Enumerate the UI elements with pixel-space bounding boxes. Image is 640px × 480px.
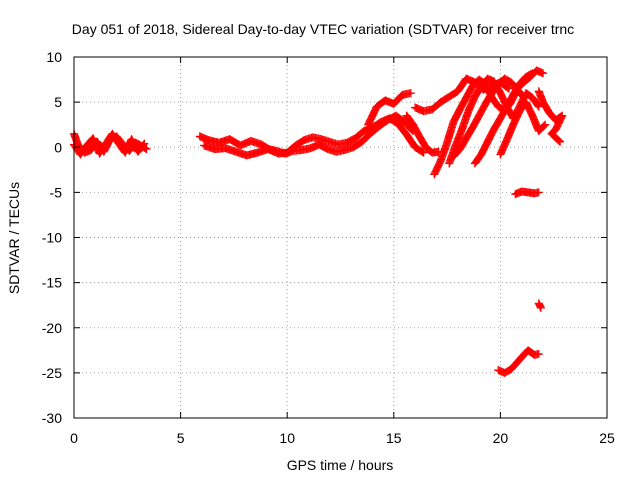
y-tick-labels: -30 -25 -20 -15 -10 -5 0 5 10: [42, 49, 62, 426]
data-point: [533, 101, 542, 110]
y-tick-label: -10: [42, 230, 62, 246]
data-point: [504, 84, 513, 93]
series-track-p: [494, 346, 543, 377]
x-axis-label: GPS time / hours: [287, 457, 394, 473]
series-track-m: [534, 87, 567, 146]
data-point: [518, 92, 527, 101]
x-tick-label: 0: [70, 430, 78, 446]
data-points: [70, 66, 567, 377]
data-point: [140, 139, 149, 148]
y-tick-label: 10: [46, 49, 62, 65]
y-axis-label: SDTVAR / TECUs: [6, 182, 22, 294]
data-point: [527, 69, 536, 78]
data-point: [536, 303, 545, 312]
x-tick-label: 10: [279, 430, 295, 446]
data-point: [434, 147, 443, 156]
data-point: [539, 69, 548, 78]
x-tick-label: 5: [177, 430, 185, 446]
y-tick-label: -30: [42, 410, 62, 426]
x-tick-labels: 0 5 10 15 20 25: [70, 430, 615, 446]
x-tick-label: 20: [493, 430, 509, 446]
data-point: [406, 89, 415, 98]
data-point: [418, 147, 427, 156]
series-track-j: [449, 74, 528, 161]
data-point: [534, 349, 543, 358]
axis-ticks: [73, 56, 608, 419]
y-tick-label: 5: [54, 94, 62, 110]
series-track-d: [200, 111, 417, 160]
data-point: [503, 83, 512, 92]
series-track-e: [364, 89, 415, 129]
data-point: [541, 120, 550, 129]
data-point: [534, 188, 543, 197]
x-tick-label: 25: [599, 430, 615, 446]
data-point: [419, 148, 428, 157]
data-point: [534, 102, 543, 111]
y-tick-label: -25: [42, 365, 62, 381]
y-tick-label: -15: [42, 275, 62, 291]
series-track-k: [470, 69, 537, 168]
series-track-n: [511, 187, 543, 199]
series-track-i: [402, 111, 443, 157]
y-tick-label: -20: [42, 320, 62, 336]
y-tick-label: 0: [54, 139, 62, 155]
y-tick-label: -5: [50, 184, 63, 200]
series-track-b: [70, 129, 149, 159]
data-point: [528, 69, 537, 78]
series-track-l: [496, 98, 550, 159]
series-track-o: [534, 299, 545, 312]
data-point: [519, 93, 528, 102]
chart-title: Day 051 of 2018, Sidereal Day-to-day VTE…: [72, 21, 574, 37]
data-point: [540, 121, 549, 130]
data-point: [556, 137, 565, 146]
data-point: [555, 136, 564, 145]
data-point: [139, 140, 148, 149]
x-tick-label: 15: [386, 430, 402, 446]
